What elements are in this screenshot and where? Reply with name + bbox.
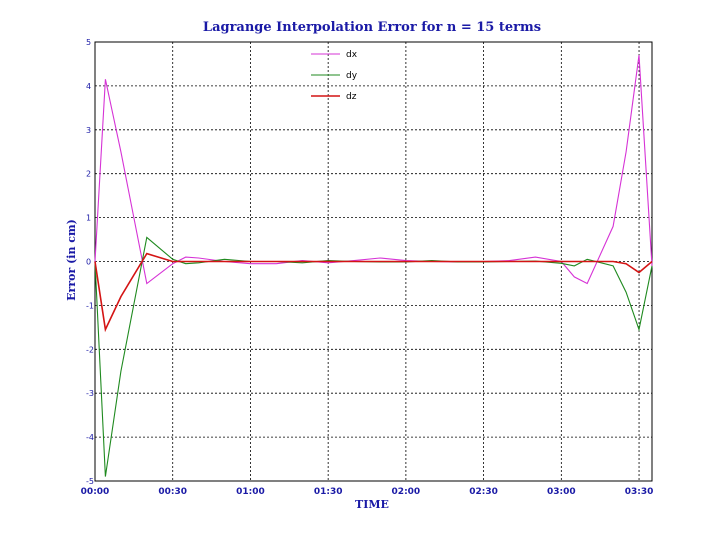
series-line-dz: [94, 252, 653, 333]
x-tick-label: 01:30: [314, 487, 343, 497]
x-tick-label: 03:30: [625, 487, 654, 497]
y-tick-label: 4: [86, 82, 91, 91]
x-tick-label: 02:30: [469, 487, 498, 497]
x-tick-label: 00:00: [81, 487, 110, 497]
y-tick-label: 3: [86, 126, 91, 135]
y-tick-label: -5: [86, 477, 94, 486]
y-tick-label: -4: [86, 433, 94, 442]
y-tick-label: 2: [86, 170, 91, 179]
x-tick-label: 03:00: [547, 487, 576, 497]
tick-labels: 5 4 3 2 1 0 -1 -2 -3 -4 -500:00 00:30 01:00 01:30 02:0…: [81, 38, 654, 497]
y-tick-label: -1: [86, 301, 94, 310]
plot-area: [94, 41, 653, 482]
y-tick-label: -2: [86, 345, 94, 354]
series-line-dx: [94, 55, 653, 285]
y-tick-label: 1: [86, 214, 91, 223]
x-axis-label: TIME: [355, 498, 389, 511]
y-axis-label: Error (in cm): [65, 219, 78, 301]
series-lines: [94, 55, 653, 477]
legend: dx dy dz: [311, 50, 358, 102]
legend-label-dz: dz: [346, 92, 357, 102]
chart-title: Lagrange Interpolation Error for n = 15 …: [203, 20, 541, 35]
y-tick-label: 5: [86, 38, 91, 47]
x-tick-label: 00:30: [158, 487, 187, 497]
legend-label-dy: dy: [346, 71, 358, 81]
y-tick-label: -3: [86, 389, 94, 398]
series-line-dy: [94, 236, 653, 477]
x-tick-label: 02:00: [392, 487, 421, 497]
legend-label-dx: dx: [346, 50, 358, 60]
x-tick-label: 01:00: [236, 487, 265, 497]
y-tick-label: 0: [86, 258, 91, 267]
